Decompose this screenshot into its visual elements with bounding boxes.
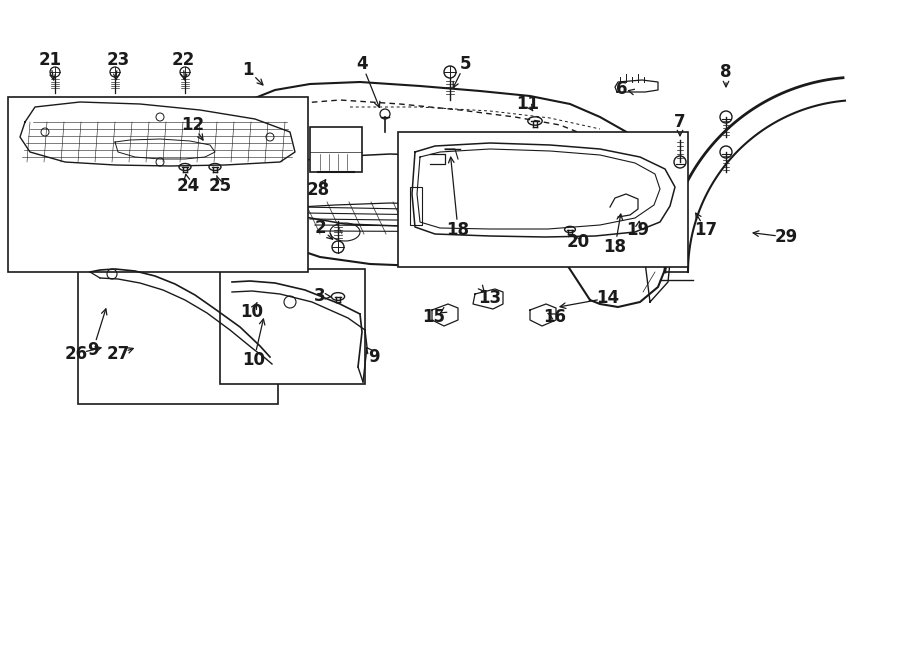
Bar	[410, 187, 422, 225]
Polygon shape	[432, 304, 458, 326]
Polygon shape	[530, 304, 556, 326]
Text: 4: 4	[356, 55, 368, 73]
Polygon shape	[20, 102, 295, 166]
Text: 17: 17	[695, 221, 717, 239]
Text: 8: 8	[720, 63, 732, 81]
Text: 22: 22	[171, 51, 194, 69]
Text: 15: 15	[422, 308, 446, 326]
Text: 18: 18	[604, 238, 626, 256]
Text: 18: 18	[446, 221, 470, 239]
Text: 9: 9	[368, 348, 380, 366]
Text: 29: 29	[774, 228, 797, 246]
Bar	[220, 269, 365, 384]
Text: 10: 10	[240, 303, 264, 321]
Bar	[118, 314, 186, 362]
Text: 13: 13	[479, 289, 501, 307]
Polygon shape	[412, 143, 675, 237]
Bar	[78, 254, 278, 404]
Polygon shape	[615, 80, 658, 92]
Text: 11: 11	[517, 95, 539, 113]
Text: 1: 1	[242, 61, 254, 79]
Text: 7: 7	[674, 113, 686, 131]
Bar	[398, 132, 688, 267]
Text: 14: 14	[597, 289, 619, 307]
Polygon shape	[600, 202, 650, 264]
Polygon shape	[473, 289, 503, 309]
Text: 24: 24	[176, 177, 200, 195]
Text: 2: 2	[314, 219, 326, 237]
Text: 23: 23	[106, 51, 130, 69]
Bar	[8, 97, 308, 272]
Text: 19: 19	[626, 221, 650, 239]
Text: 16: 16	[544, 308, 566, 326]
Text: 28: 28	[306, 181, 329, 199]
Text: 27: 27	[106, 345, 130, 363]
Bar	[310, 127, 362, 172]
Text: 9: 9	[87, 341, 99, 359]
Text: 26: 26	[65, 345, 87, 363]
Text: 21: 21	[39, 51, 61, 69]
Text: 10: 10	[242, 351, 266, 369]
Text: 12: 12	[182, 116, 204, 134]
Text: 20: 20	[566, 233, 590, 251]
Text: 5: 5	[459, 55, 471, 73]
Text: 25: 25	[209, 177, 231, 195]
Text: 6: 6	[616, 80, 628, 98]
Text: 3: 3	[314, 287, 326, 305]
